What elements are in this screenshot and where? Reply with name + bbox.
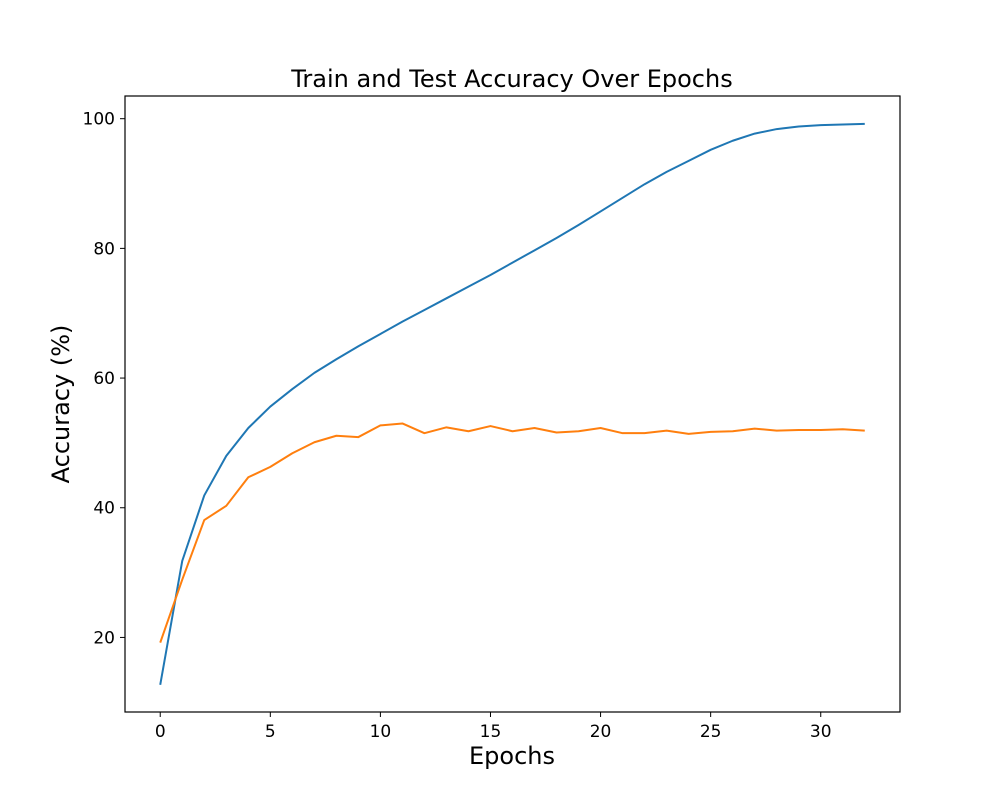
- x-tick-label: 30: [810, 722, 832, 742]
- x-tick-label: 5: [265, 722, 276, 742]
- y-tick-label: 40: [93, 499, 115, 519]
- x-tick-label: 0: [155, 722, 166, 742]
- x-tick-label: 10: [370, 722, 392, 742]
- y-tick-label: 20: [93, 628, 115, 648]
- y-tick-label: 60: [93, 369, 115, 389]
- y-axis-label: Accuracy (%): [47, 325, 75, 484]
- x-tick-label: 15: [480, 722, 502, 742]
- x-tick-label: 20: [590, 722, 612, 742]
- chart-title: Train and Test Accuracy Over Epochs: [290, 65, 732, 93]
- plot-area: [124, 95, 901, 713]
- y-axis: 20 40 60 80 100: [83, 110, 125, 648]
- x-axis-label: Epochs: [469, 742, 555, 770]
- x-axis: 0 5 10 15 20 25 30: [155, 712, 832, 742]
- y-tick-label: 80: [93, 239, 115, 259]
- series-layer: [159, 122, 865, 685]
- series-line-1: [159, 422, 865, 643]
- y-tick-label: 100: [83, 110, 115, 130]
- series-line-0: [159, 122, 865, 685]
- x-tick-label: 25: [700, 722, 722, 742]
